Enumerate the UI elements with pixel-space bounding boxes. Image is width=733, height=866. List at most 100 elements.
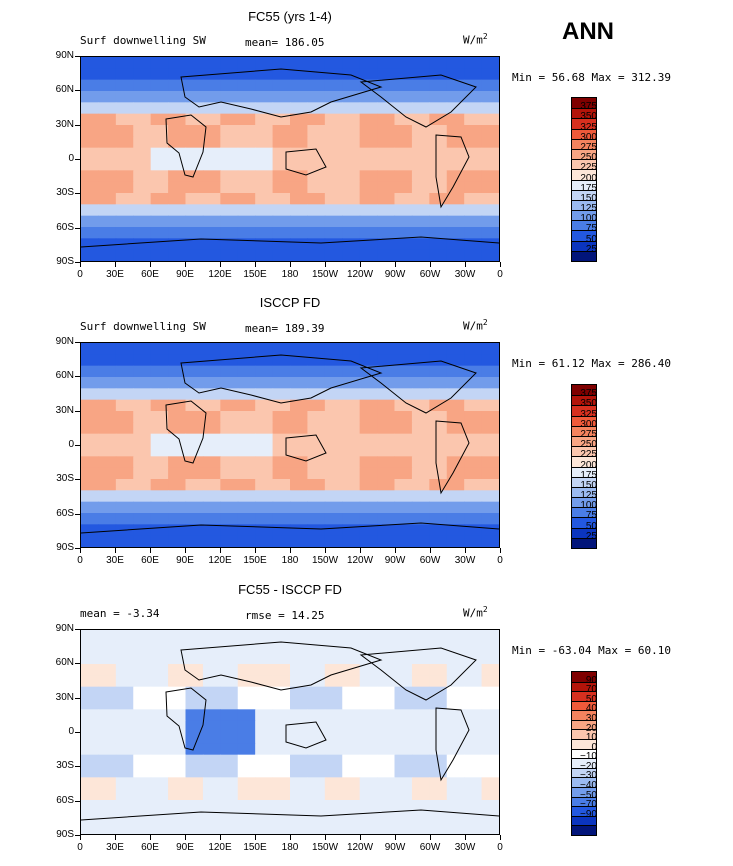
field-cell [81, 686, 100, 699]
lat-tick-label: 60S [56, 221, 74, 233]
field-cell [272, 433, 291, 446]
field-cell [133, 501, 152, 514]
field-cell [307, 422, 326, 435]
field-cell [220, 800, 239, 812]
coastline [359, 74, 477, 128]
field-cell [237, 664, 256, 676]
field-cell [411, 91, 430, 103]
field-cell [429, 422, 448, 435]
colorbar-label: 200 [580, 459, 597, 471]
field-cell [359, 788, 378, 801]
field-cell [150, 377, 169, 389]
field-cell [290, 433, 309, 446]
field-cell [168, 193, 187, 205]
field-cell [81, 501, 100, 514]
field-cell [115, 630, 134, 642]
minmax-label: Min = -63.04 Max = 60.10 [512, 644, 671, 657]
field-cell [307, 766, 326, 778]
field-cell [237, 641, 256, 654]
field-cell [394, 159, 413, 171]
field-cell [394, 675, 413, 688]
field-cell [81, 720, 100, 733]
field-cell [255, 170, 274, 183]
lon-tick-label: 0 [77, 555, 83, 566]
field-cell [202, 479, 221, 491]
field-cell [255, 79, 274, 92]
field-cell [133, 822, 152, 834]
field-cell [290, 652, 309, 665]
field-cell [168, 675, 187, 688]
field-cell [81, 766, 100, 778]
field-cell [342, 147, 361, 160]
lon-tick-label: 60W [419, 269, 441, 280]
field-cell [342, 513, 361, 525]
lon-tick-label: 0 [497, 555, 503, 566]
field-cell [185, 136, 204, 149]
colorbar-swatch [572, 179, 596, 190]
field-cell [324, 501, 343, 514]
field-cell [464, 501, 483, 514]
field-cell [272, 170, 291, 183]
colorbar-label: −20 [580, 760, 597, 772]
field-cell [394, 720, 413, 733]
field-cell [81, 456, 100, 469]
field-cell [115, 641, 134, 654]
field-cell [150, 181, 169, 194]
field-cell [342, 354, 361, 367]
field-cell [342, 113, 361, 126]
field-cell [237, 788, 256, 801]
field-cell [290, 215, 309, 228]
field-cell [272, 698, 291, 710]
field-cell [255, 535, 274, 547]
field-cell [168, 479, 187, 491]
field-cell [290, 788, 309, 801]
field-cell [411, 698, 430, 710]
field-cell [237, 227, 256, 239]
field-cell [133, 91, 152, 103]
field-cell [290, 524, 309, 537]
field-cell [185, 113, 204, 126]
field-cell [411, 467, 430, 480]
lon-tick-mark [80, 835, 81, 840]
field-cell [255, 675, 274, 688]
field-cell [307, 630, 326, 642]
field-cell [359, 800, 378, 812]
field-cell [324, 445, 343, 457]
field-cell [481, 754, 499, 767]
field-cell [411, 652, 430, 665]
field-cell [237, 411, 256, 423]
field-cell [464, 675, 483, 688]
field-cell [255, 720, 274, 733]
field-cell [464, 641, 483, 654]
field-cell [342, 800, 361, 812]
field-cell [359, 102, 378, 115]
field-cell [237, 720, 256, 733]
lon-tick-mark [360, 262, 361, 267]
field-cell [220, 181, 239, 194]
field-cell [411, 433, 430, 446]
field-cell [185, 630, 204, 642]
field-cell [115, 445, 134, 457]
field-cell [272, 652, 291, 665]
field-cell [359, 125, 378, 137]
lat-tick-mark [75, 629, 80, 630]
field-cell [202, 467, 221, 480]
field-cell [81, 811, 100, 824]
field-cell [185, 181, 204, 194]
field-cell [115, 777, 134, 790]
field-cell [481, 743, 499, 756]
colorbar-swatch [572, 739, 596, 749]
field-cell [168, 113, 187, 126]
field-cell [411, 422, 430, 435]
field-cell [220, 136, 239, 149]
field-cell [342, 788, 361, 801]
field-cell [446, 193, 465, 205]
colorbar [571, 384, 597, 549]
field-cell [255, 822, 274, 834]
field-cell [272, 204, 291, 217]
colorbar-swatch [572, 476, 596, 487]
field-cell [81, 732, 100, 744]
field-cell [446, 365, 465, 378]
field-cell [359, 204, 378, 217]
field-cell [185, 57, 204, 69]
